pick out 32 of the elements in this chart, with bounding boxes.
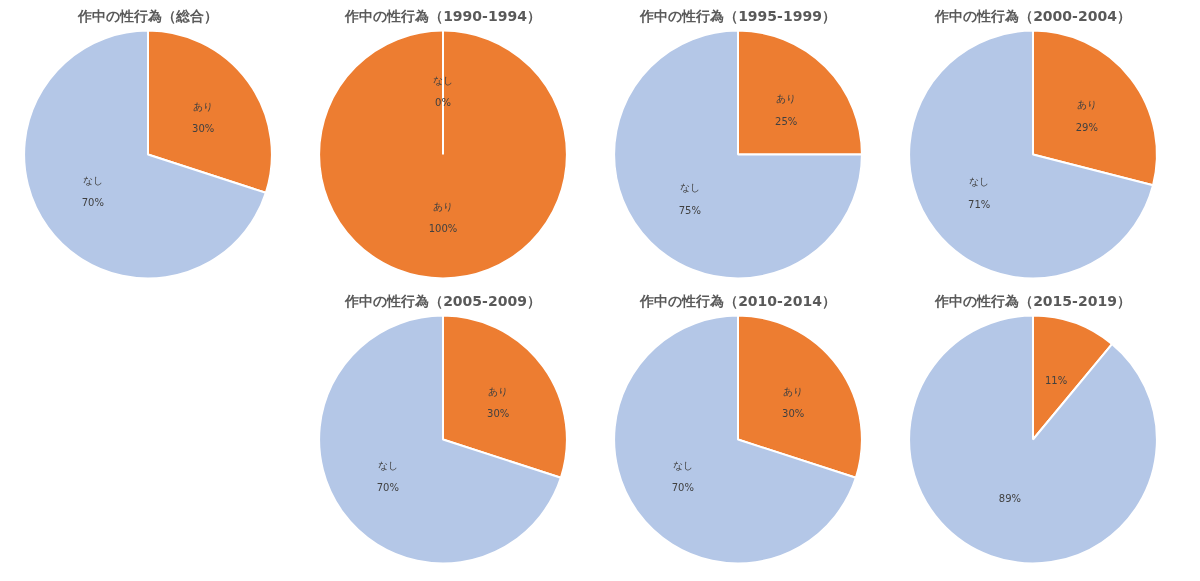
- data-label: 30%: [782, 408, 805, 420]
- slice-label: なし: [969, 176, 990, 188]
- chart-title: 作中の性行為（2005-2009）: [344, 292, 541, 309]
- chart-title: 作中の性行為（2000-2004）: [934, 7, 1131, 24]
- data-label: 29%: [1075, 121, 1098, 133]
- slice-label: なし: [679, 182, 700, 194]
- slice-label: あり: [776, 93, 797, 104]
- data-label: 70%: [81, 197, 104, 209]
- chart-title: 作中の性行為（1995-1999）: [639, 7, 836, 24]
- data-label: 75%: [678, 205, 701, 216]
- data-label: 11%: [1044, 374, 1068, 386]
- chart-title: 作中の性行為（総合）: [77, 7, 218, 24]
- data-label: 70%: [376, 482, 399, 494]
- data-label: 30%: [192, 123, 215, 135]
- category-label: なし: [433, 74, 453, 86]
- data-label: 25%: [775, 115, 798, 127]
- data-label: 71%: [968, 199, 991, 211]
- slice-label: あり: [433, 200, 453, 212]
- slice-label: あり: [1076, 98, 1097, 110]
- slice-label: なし: [672, 459, 693, 471]
- chart-title: 作中の性行為（1990-1994）: [344, 7, 541, 24]
- slice-label: あり: [488, 385, 509, 397]
- data-label: 89%: [998, 493, 1022, 505]
- slice-label: なし: [82, 174, 103, 186]
- data-label: 30%: [487, 408, 510, 420]
- slice-label: なし: [377, 459, 398, 471]
- slice-label: あり: [783, 385, 804, 397]
- chart-title: 作中の性行為（2015-2019）: [934, 292, 1131, 309]
- data-label: 70%: [671, 482, 694, 494]
- slice-label: あり: [193, 100, 214, 112]
- data-label: 100%: [428, 223, 458, 235]
- chart-title: 作中の性行為（2010-2014）: [639, 292, 836, 309]
